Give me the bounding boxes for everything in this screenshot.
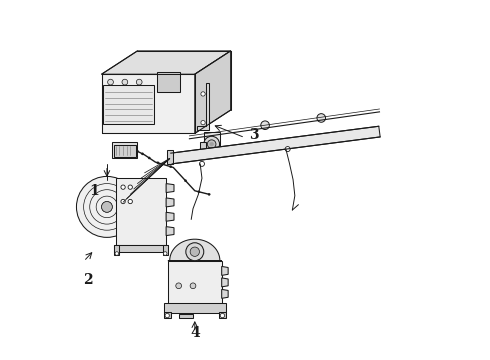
- Polygon shape: [101, 74, 195, 134]
- Circle shape: [285, 147, 290, 152]
- Polygon shape: [166, 226, 174, 235]
- Circle shape: [157, 162, 159, 164]
- Circle shape: [220, 314, 224, 318]
- Circle shape: [128, 185, 132, 189]
- Text: 1: 1: [90, 184, 99, 198]
- Polygon shape: [166, 212, 174, 221]
- Polygon shape: [200, 142, 205, 153]
- Polygon shape: [204, 132, 220, 155]
- Polygon shape: [114, 244, 168, 252]
- Polygon shape: [166, 184, 174, 193]
- Polygon shape: [163, 244, 168, 255]
- Polygon shape: [196, 83, 209, 130]
- Polygon shape: [157, 72, 180, 92]
- Text: 3: 3: [249, 128, 259, 142]
- Polygon shape: [164, 312, 171, 318]
- Circle shape: [261, 121, 270, 130]
- Circle shape: [108, 79, 113, 85]
- Circle shape: [201, 121, 205, 125]
- Polygon shape: [112, 142, 137, 158]
- Polygon shape: [103, 85, 153, 125]
- Circle shape: [185, 180, 187, 182]
- Polygon shape: [195, 51, 231, 134]
- Polygon shape: [168, 261, 221, 304]
- Circle shape: [190, 283, 196, 289]
- Circle shape: [170, 166, 172, 168]
- Circle shape: [136, 79, 142, 85]
- Circle shape: [199, 161, 204, 166]
- Polygon shape: [101, 51, 231, 74]
- Circle shape: [186, 243, 204, 261]
- Polygon shape: [221, 289, 228, 298]
- Circle shape: [210, 142, 214, 146]
- Circle shape: [136, 150, 139, 152]
- Polygon shape: [164, 303, 226, 313]
- Polygon shape: [221, 266, 228, 275]
- Circle shape: [142, 153, 144, 155]
- Circle shape: [190, 247, 199, 256]
- Text: 4: 4: [191, 326, 200, 340]
- Polygon shape: [114, 145, 136, 157]
- Circle shape: [122, 79, 128, 85]
- Circle shape: [121, 185, 125, 189]
- Polygon shape: [179, 315, 193, 318]
- Circle shape: [204, 136, 220, 152]
- Circle shape: [101, 202, 112, 212]
- Circle shape: [317, 114, 325, 122]
- Polygon shape: [116, 178, 166, 244]
- Circle shape: [121, 199, 125, 204]
- Circle shape: [165, 314, 170, 318]
- Circle shape: [128, 199, 132, 204]
- Polygon shape: [171, 126, 380, 164]
- Circle shape: [176, 283, 181, 289]
- Text: 2: 2: [83, 273, 93, 287]
- Circle shape: [115, 252, 119, 255]
- Polygon shape: [219, 312, 226, 318]
- Circle shape: [164, 252, 167, 255]
- Circle shape: [198, 191, 200, 193]
- Polygon shape: [114, 244, 120, 255]
- Polygon shape: [166, 198, 174, 207]
- Polygon shape: [221, 278, 228, 287]
- Circle shape: [207, 140, 216, 148]
- Circle shape: [208, 193, 210, 195]
- Circle shape: [148, 157, 150, 159]
- Circle shape: [76, 176, 137, 237]
- Circle shape: [201, 92, 205, 96]
- Polygon shape: [167, 149, 172, 164]
- Polygon shape: [168, 239, 221, 261]
